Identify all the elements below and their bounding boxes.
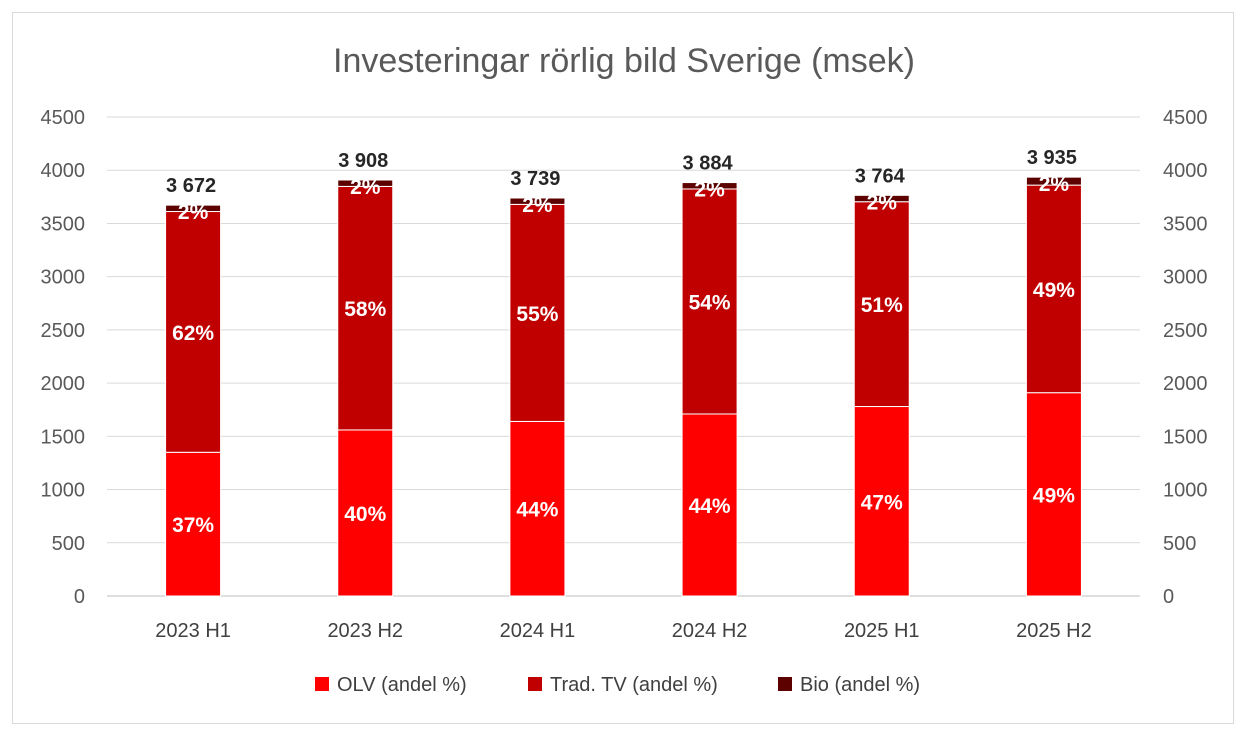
bar-segment (853, 194, 910, 203)
segment-label: 37% (172, 514, 214, 537)
y-tick-label-left: 3500 (41, 213, 86, 235)
segment-label: 2% (350, 176, 381, 199)
bar-segment (337, 429, 394, 597)
bar-segment (1025, 176, 1082, 186)
bar-segment (509, 203, 566, 422)
bar-segment (681, 413, 738, 597)
y-tick-label-left: 3000 (41, 267, 86, 289)
segment-label: 62% (172, 322, 214, 345)
bar-segment (681, 188, 738, 415)
segment-label: 47% (861, 491, 903, 514)
bar-segment (1025, 184, 1082, 394)
data-labels: 37% 62% 2% 3 672 40% 58% 2% 3 908 44% 55% 2% 3 739 4… (166, 147, 1077, 537)
total-label: 3 935 (1027, 147, 1077, 169)
segment-label: 49% (1033, 279, 1075, 302)
bar-segment (509, 197, 566, 205)
y-tick-label-right: 3500 (1163, 213, 1208, 235)
total-label: 3 764 (855, 165, 906, 187)
chart-title: Investeringar rörlig bild Sverige (msek) (333, 42, 915, 80)
bar-segment (165, 204, 222, 213)
y-tick-label-left: 2000 (41, 373, 86, 395)
total-label: 3 672 (166, 175, 216, 197)
bar-segment (337, 185, 394, 431)
y-tick-label-right: 2000 (1163, 373, 1208, 395)
total-label: 3 739 (510, 168, 560, 190)
bar-segment (853, 201, 910, 408)
gridlines (107, 116, 1140, 597)
y-tick-label-right: 2500 (1163, 320, 1208, 342)
bar-segment (853, 406, 910, 597)
segment-label: 58% (344, 298, 386, 321)
y-axis-left: 0 500 1000 1500 2000 2500 3000 3500 4000 4500 (41, 107, 86, 608)
total-label: 3 908 (338, 150, 388, 172)
y-axis-right: 0 500 1000 1500 2000 2500 3000 3500 4000 4500 (1163, 107, 1208, 608)
segment-label: 2% (694, 179, 725, 202)
bar-segment (165, 211, 222, 453)
bar-segment (1025, 392, 1082, 597)
segment-label: 44% (689, 495, 731, 518)
y-tick-label-right: 1000 (1163, 480, 1208, 502)
legend-label: Trad. TV (andel %) (550, 674, 718, 696)
legend-swatch (315, 677, 329, 691)
legend: OLV (andel %) Trad. TV (andel %) Bio (ande… (315, 674, 920, 696)
segment-label: 51% (861, 294, 903, 317)
x-tick-label: 2025 H2 (1016, 620, 1092, 642)
segment-label: 2% (867, 191, 898, 214)
bar-segment (165, 451, 222, 597)
y-tick-label-right: 0 (1163, 586, 1174, 608)
segment-label: 54% (689, 291, 731, 314)
y-tick-label-right: 500 (1163, 533, 1196, 555)
x-tick-label: 2024 H1 (500, 620, 576, 642)
x-tick-label: 2025 H1 (844, 620, 920, 642)
bar-segment (337, 179, 394, 187)
segment-label: 49% (1033, 484, 1075, 507)
y-tick-label-right: 4500 (1163, 107, 1208, 129)
x-axis: 2023 H1 2023 H2 2024 H1 2024 H2 2025 H1 2025 … (155, 620, 1091, 642)
bar-segment (681, 182, 738, 190)
x-tick-label: 2024 H2 (672, 620, 748, 642)
legend-label: OLV (andel %) (337, 674, 467, 696)
segment-label: 40% (344, 503, 386, 526)
segment-label: 55% (516, 303, 558, 326)
legend-label: Bio (andel %) (800, 674, 920, 696)
segment-label: 2% (178, 201, 209, 224)
y-tick-label-right: 1500 (1163, 426, 1208, 448)
y-tick-label-left: 1000 (41, 480, 86, 502)
bars (165, 176, 1082, 597)
segment-label: 44% (516, 499, 558, 522)
y-tick-label-left: 500 (52, 533, 85, 555)
segment-label: 2% (522, 194, 553, 217)
y-tick-label-left: 2500 (41, 320, 86, 342)
total-label: 3 884 (683, 153, 734, 175)
segment-label: 2% (1039, 173, 1070, 196)
y-tick-label-left: 4500 (41, 107, 86, 129)
y-tick-label-right: 3000 (1163, 267, 1208, 289)
y-tick-label-left: 1500 (41, 426, 86, 448)
y-tick-label-left: 4000 (41, 160, 86, 182)
legend-swatch (528, 677, 542, 691)
legend-swatch (778, 677, 792, 691)
x-tick-label: 2023 H2 (327, 620, 403, 642)
y-tick-label-right: 4000 (1163, 160, 1208, 182)
x-tick-label: 2023 H1 (155, 620, 231, 642)
y-tick-label-left: 0 (74, 586, 85, 608)
